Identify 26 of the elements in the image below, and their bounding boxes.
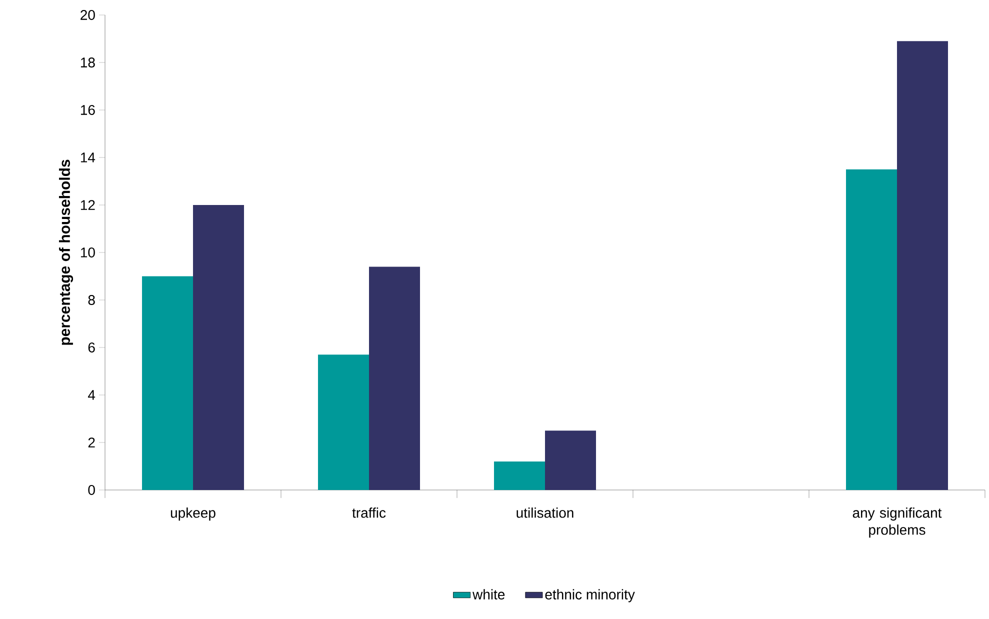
y-tick-label: 2 <box>88 438 95 448</box>
y-tick-label: 4 <box>88 390 96 400</box>
y-tick-label: 18 <box>80 58 95 68</box>
bar <box>193 204 244 490</box>
y-tick-label: 10 <box>80 248 95 258</box>
legend-label: white <box>472 589 505 600</box>
legend-label: ethnic minority <box>545 589 635 602</box>
bar <box>369 266 420 490</box>
y-tick-label: 12 <box>80 200 95 210</box>
y-tick-label: 8 <box>88 295 95 305</box>
y-tick-label: 20 <box>80 10 95 20</box>
x-tick-label: upkeep <box>170 508 216 521</box>
y-tick-label: 6 <box>88 342 95 352</box>
x-tick-label: any significant problems <box>852 508 942 538</box>
bar <box>545 430 596 490</box>
y-axis-title: percentage of households <box>58 160 74 345</box>
x-tick-label: traffic <box>352 508 386 518</box>
bar <box>846 169 897 490</box>
y-tick-label: 16 <box>80 105 95 115</box>
bar <box>318 354 370 490</box>
bar <box>494 461 545 490</box>
y-tick-label: 0 <box>88 485 95 495</box>
x-tick-label: utilisation <box>516 508 574 518</box>
bar <box>142 276 194 490</box>
y-tick-label: 14 <box>80 152 96 162</box>
bar <box>896 41 948 490</box>
